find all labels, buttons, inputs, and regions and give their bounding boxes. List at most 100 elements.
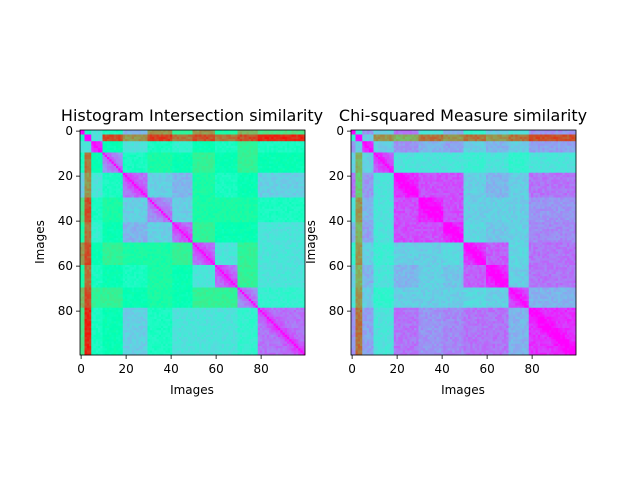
heatmap-cell (246, 163, 250, 167)
heatmap-cell (181, 238, 184, 241)
heatmap-cell (136, 143, 139, 147)
heatmap-cell (170, 157, 173, 160)
heatmap-cell (93, 152, 97, 156)
heatmap-cell (158, 184, 162, 187)
heatmap-cell (210, 193, 214, 196)
heatmap-cell (122, 186, 126, 189)
heatmap-cell (82, 181, 85, 185)
heatmap-cell (107, 233, 110, 237)
heatmap-cell (127, 208, 130, 212)
heatmap-cell (152, 186, 155, 189)
heatmap-cell (194, 202, 198, 205)
heatmap-cell (145, 154, 148, 158)
heatmap-cell (219, 130, 223, 133)
heatmap-cell (131, 177, 135, 180)
heatmap-cell (201, 190, 205, 194)
heatmap-cell (291, 154, 295, 158)
heatmap-cell (161, 186, 164, 189)
heatmap-cell (242, 148, 245, 151)
heatmap-cell (235, 145, 238, 149)
heatmap-cell (176, 235, 180, 239)
heatmap-cell (197, 150, 200, 153)
heatmap-cell (163, 193, 166, 196)
heatmap-cell (262, 195, 265, 198)
heatmap-cell (122, 202, 126, 205)
heatmap-cell (143, 134, 146, 138)
heatmap-cell (138, 208, 142, 212)
heatmap-cell (298, 226, 301, 230)
heatmap-cell (248, 154, 252, 158)
heatmap-cell (131, 152, 135, 156)
heatmap-cell (129, 163, 133, 167)
heatmap-cell (91, 226, 94, 230)
heatmap-cell (221, 240, 225, 243)
heatmap-cell (188, 163, 191, 167)
heatmap-cell (174, 161, 178, 165)
heatmap-cell (131, 204, 135, 207)
heatmap-cell (212, 224, 216, 228)
heatmap-cell (91, 175, 94, 178)
heatmap-cell (167, 152, 171, 156)
heatmap-cell (116, 143, 119, 147)
heatmap-cell (203, 177, 207, 180)
heatmap-cell (120, 204, 124, 207)
heatmap-cell (109, 139, 112, 142)
heatmap-cell (104, 148, 108, 151)
heatmap-cell (255, 139, 259, 142)
heatmap-cell (181, 208, 184, 212)
heatmap-cell (181, 154, 184, 158)
heatmap-cell (120, 163, 124, 167)
heatmap-cell (228, 240, 232, 243)
heatmap-cell (251, 175, 254, 178)
heatmap-cell (107, 186, 110, 189)
heatmap-cell (129, 199, 133, 203)
heatmap-cell (257, 154, 261, 158)
heatmap-cell (228, 211, 232, 214)
heatmap-cell (131, 163, 135, 167)
heatmap-cell (174, 186, 178, 189)
heatmap-cell (145, 159, 148, 162)
heatmap-cell (125, 224, 128, 228)
heatmap-cell (251, 238, 254, 241)
heatmap-cell (134, 220, 137, 223)
heatmap-cell (86, 143, 90, 147)
heatmap-cell (221, 172, 225, 176)
heatmap-cell (235, 130, 238, 133)
heatmap-cell (302, 188, 306, 192)
heatmap-cell (170, 154, 173, 158)
heatmap-cell (165, 195, 169, 198)
heatmap-cell (210, 197, 214, 201)
heatmap-cell (264, 159, 268, 162)
heatmap-cell (190, 132, 193, 135)
heatmap-cell (210, 213, 214, 216)
heatmap-cell (179, 206, 182, 210)
heatmap-cell (125, 161, 128, 165)
heatmap-cell (203, 208, 207, 212)
heatmap-cell (208, 240, 211, 243)
heatmap-cell (280, 184, 283, 187)
heatmap-cell (230, 181, 234, 185)
heatmap-cell (188, 130, 191, 133)
heatmap-cell (89, 202, 92, 205)
heatmap-cell (208, 152, 211, 156)
heatmap-cell (113, 222, 117, 225)
heatmap-cell (280, 204, 283, 207)
heatmap-cell (80, 157, 83, 160)
heatmap-cell (107, 231, 110, 234)
heatmap-cell (113, 199, 117, 203)
heatmap-cell (188, 240, 191, 243)
heatmap-cell (253, 186, 256, 189)
heatmap-cell (291, 134, 295, 138)
heatmap-cell (109, 240, 112, 243)
heatmap-cell (257, 166, 261, 169)
heatmap-cell (91, 143, 94, 147)
heatmap-cell (266, 202, 270, 205)
heatmap-cell (129, 238, 133, 241)
heatmap-cell (107, 211, 110, 214)
heatmap-cell (104, 152, 108, 156)
heatmap-cell (102, 150, 106, 153)
heatmap-cell (235, 208, 238, 212)
heatmap-cell (302, 217, 306, 221)
heatmap-cell (262, 181, 265, 185)
heatmap-cell (275, 186, 279, 189)
